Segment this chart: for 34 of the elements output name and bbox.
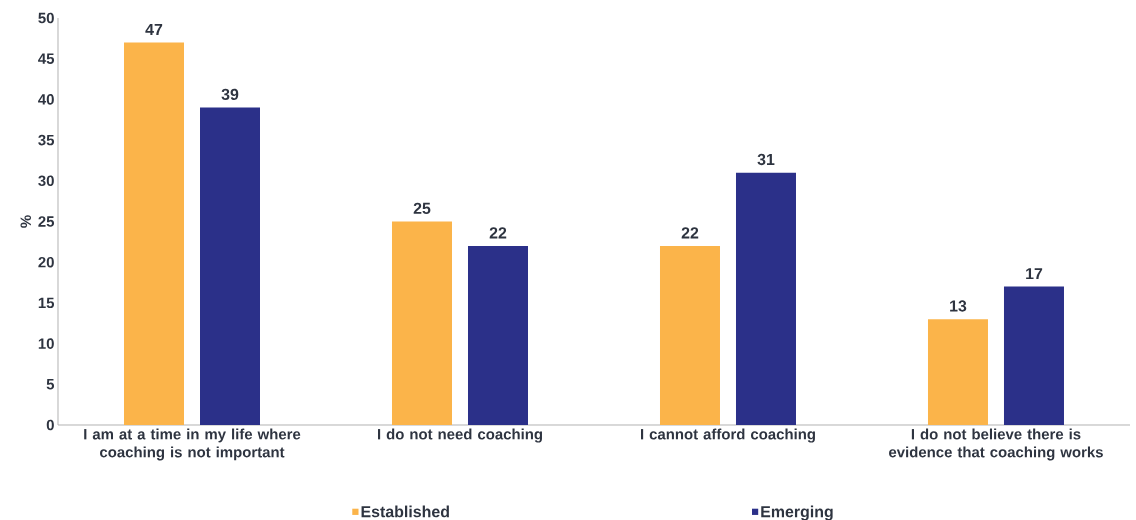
y-tick-label: 25 bbox=[38, 216, 55, 227]
y-axis-title: % bbox=[20, 215, 32, 228]
y-tick-label: 30 bbox=[38, 175, 54, 187]
bar bbox=[468, 245, 528, 425]
bar bbox=[659, 245, 720, 425]
legend-label: Emerging bbox=[761, 505, 833, 520]
y-tick-label: 50 bbox=[38, 12, 54, 24]
data-label: 31 bbox=[757, 153, 775, 166]
y-tick-label: 35 bbox=[38, 134, 55, 146]
y-tick-label: 0 bbox=[46, 419, 54, 431]
legend-label: Established bbox=[361, 505, 449, 518]
y-tick-label: 45 bbox=[38, 53, 55, 64]
bar bbox=[124, 42, 184, 425]
y-tick-label: 10 bbox=[38, 338, 54, 349]
bar bbox=[391, 221, 452, 425]
data-label: 17 bbox=[1026, 268, 1043, 280]
data-label: 13 bbox=[950, 300, 967, 312]
bar bbox=[927, 319, 988, 425]
data-label: 22 bbox=[681, 227, 699, 239]
data-label: 47 bbox=[145, 23, 163, 35]
x-tick-label: I am at a time in my life where coaching is not important bbox=[84, 428, 301, 461]
x-tick-label: I do not need coaching bbox=[377, 428, 543, 443]
data-label: 39 bbox=[221, 88, 239, 101]
bar bbox=[1003, 286, 1064, 425]
bar bbox=[200, 107, 260, 425]
y-tick-label: 20 bbox=[38, 256, 54, 268]
x-tick-label: I cannot afford coaching bbox=[640, 428, 815, 443]
bar bbox=[735, 172, 796, 425]
y-tick-label: 40 bbox=[38, 94, 54, 105]
data-label: 22 bbox=[489, 227, 507, 239]
y-tick-label: 5 bbox=[46, 379, 55, 390]
y-tick-label: 15 bbox=[38, 297, 55, 309]
x-tick-label: I do not believe there is evidence that coaching works bbox=[889, 428, 1103, 461]
data-label: 25 bbox=[413, 202, 431, 214]
